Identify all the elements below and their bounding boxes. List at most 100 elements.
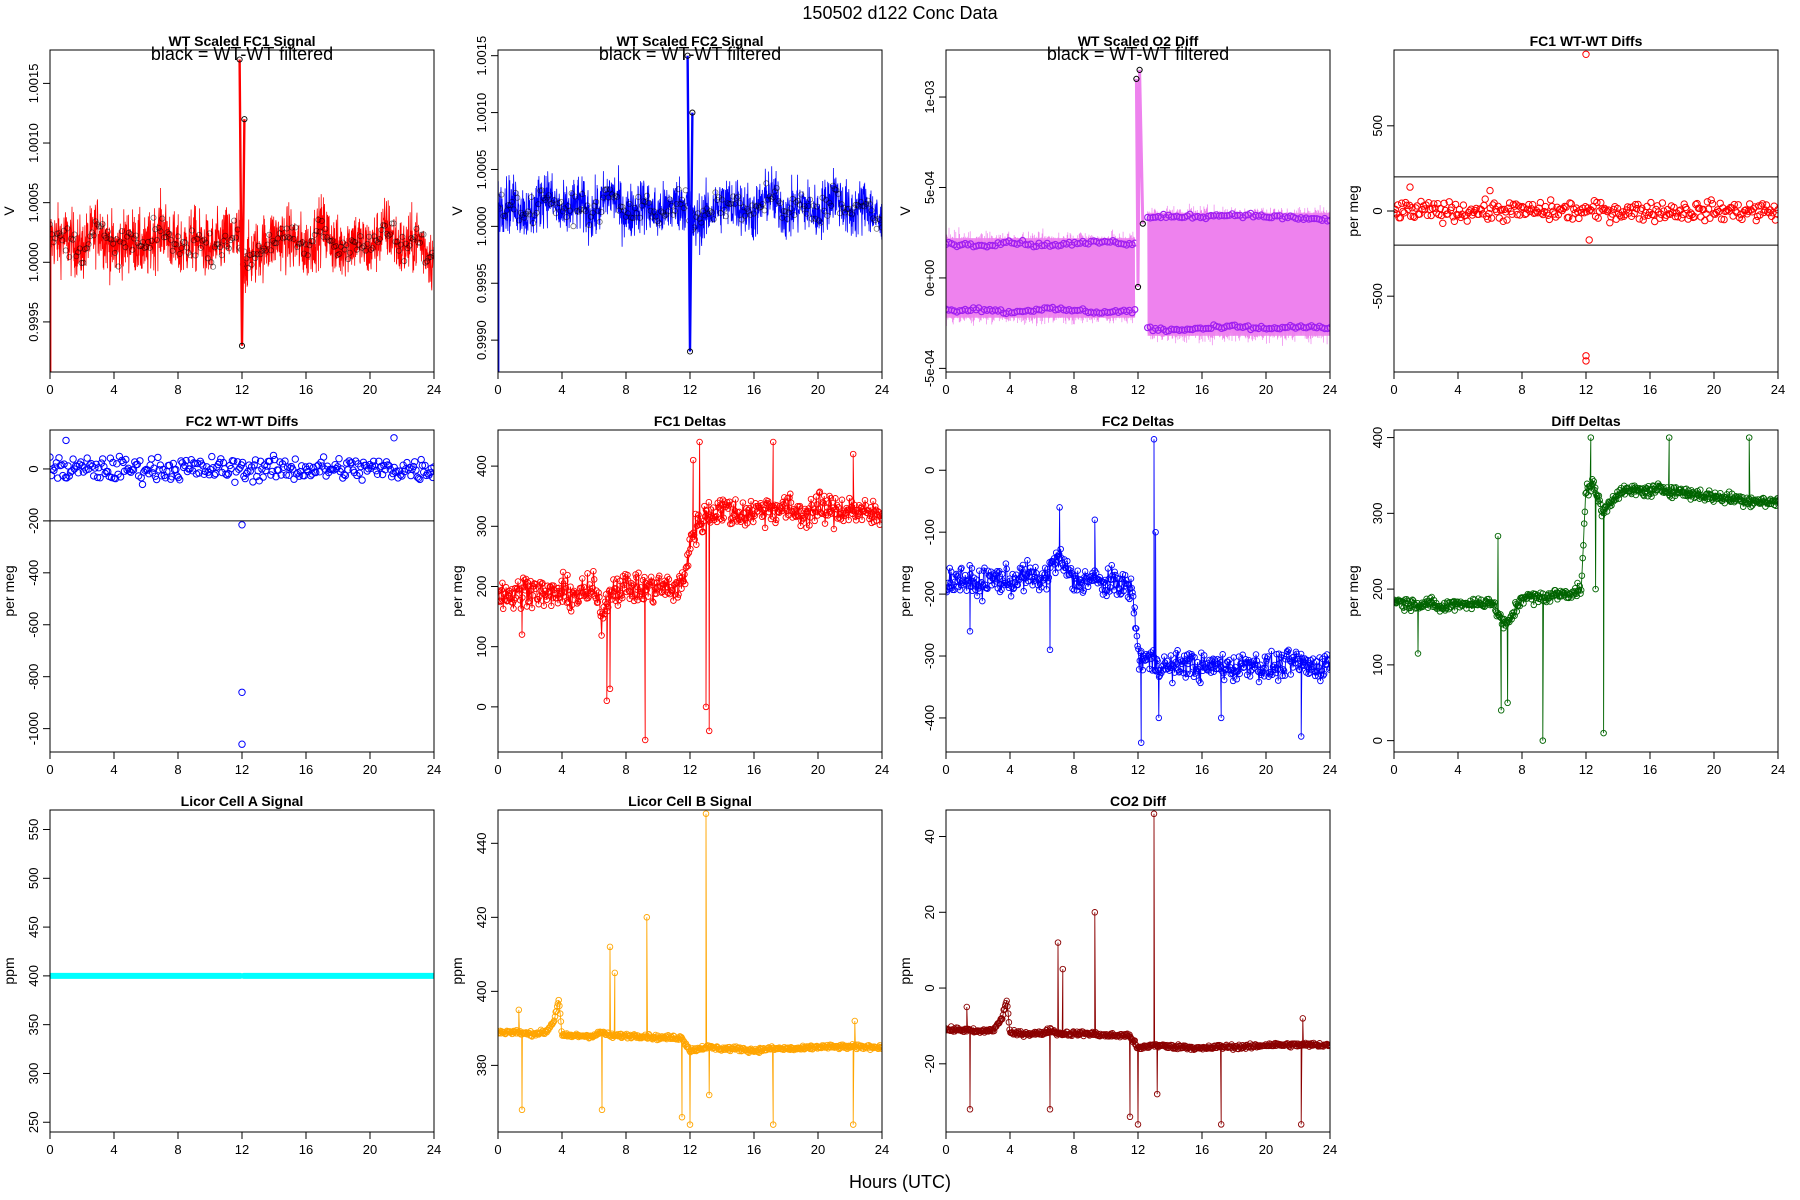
data-point — [540, 602, 548, 609]
data-point — [254, 467, 262, 475]
data-point — [1057, 545, 1064, 553]
data-point — [1064, 565, 1072, 572]
data-point — [1396, 214, 1405, 222]
data-point — [1209, 662, 1216, 669]
data-point — [526, 598, 534, 605]
filtered-point — [285, 234, 292, 241]
filtered-point — [828, 202, 835, 209]
data-point — [811, 517, 818, 525]
filtered-point — [596, 218, 603, 225]
data-point — [827, 494, 835, 502]
data-point — [1299, 323, 1308, 332]
data-point — [703, 507, 710, 515]
data-point — [1106, 588, 1113, 595]
data-point — [1404, 205, 1412, 214]
data-point — [800, 515, 807, 522]
data-point — [1297, 650, 1305, 658]
data-point — [747, 514, 754, 521]
filtered-point — [645, 199, 652, 206]
x-tick-label: 4 — [558, 1142, 565, 1157]
x-tick-label: 20 — [363, 762, 377, 777]
filtered-point — [784, 215, 791, 222]
data-point — [998, 1015, 1005, 1022]
data-point — [1423, 211, 1432, 220]
x-tick-label: 16 — [299, 1142, 313, 1157]
data-point — [761, 524, 769, 532]
data-point — [1633, 204, 1641, 213]
data-point — [529, 592, 537, 599]
data-point — [849, 507, 857, 515]
data-point — [876, 1042, 882, 1049]
data-point — [1439, 219, 1447, 228]
y-tick-label: 300 — [1370, 502, 1385, 524]
x-tick-label: 20 — [1707, 762, 1721, 777]
data-point — [1217, 1121, 1225, 1128]
filtered-point — [614, 193, 621, 200]
data-point — [1324, 656, 1330, 664]
data-point — [358, 476, 366, 484]
data-point — [966, 628, 974, 635]
data-point — [579, 575, 586, 582]
filtered-point — [810, 202, 817, 209]
data-point — [819, 498, 827, 506]
data-point — [1095, 575, 1102, 583]
x-tick-label: 0 — [942, 762, 949, 777]
data-point — [1640, 491, 1647, 499]
data-point — [555, 584, 562, 592]
data-point — [845, 516, 852, 524]
data-point — [528, 604, 536, 612]
data-point — [1129, 589, 1136, 596]
data-point — [1591, 484, 1599, 491]
x-tick-label: 24 — [427, 1142, 441, 1157]
filtered-point — [218, 252, 225, 259]
data-point — [1645, 208, 1654, 217]
x-tick-label: 24 — [1323, 382, 1337, 397]
y-tick-label: 350 — [26, 1014, 41, 1036]
data-point — [688, 531, 696, 538]
x-tick-label: 8 — [1518, 382, 1525, 397]
data-point — [610, 576, 617, 583]
data-point — [373, 470, 382, 478]
outlier-point — [1585, 236, 1593, 244]
filtered-point — [794, 197, 801, 204]
data-point — [1466, 207, 1474, 215]
x-tick-label: 8 — [1518, 762, 1525, 777]
data-point — [1326, 216, 1330, 224]
filtered-point — [656, 220, 663, 227]
panel-title: Licor Cell B Signal — [628, 793, 752, 809]
filtered-point — [423, 258, 430, 265]
data-point — [518, 631, 526, 638]
data-point — [1124, 580, 1131, 588]
filtered-point — [754, 202, 761, 209]
data-point — [1209, 655, 1217, 663]
filtered-point — [630, 215, 637, 222]
data-point — [870, 518, 878, 526]
y-tick-label: 0 — [474, 703, 489, 710]
filtered-point — [498, 205, 503, 212]
filtered-point — [136, 243, 143, 250]
filtered-point — [110, 240, 117, 247]
data-point — [1054, 242, 1062, 250]
data-point — [741, 522, 749, 529]
y-tick-label: 1.0015 — [26, 64, 41, 104]
data-point — [1059, 965, 1067, 973]
x-tick-label: 8 — [174, 382, 181, 397]
filtered-point — [868, 207, 875, 214]
data-point — [1233, 323, 1242, 331]
filtered-point — [92, 218, 99, 225]
filtered-point — [738, 216, 745, 223]
filtered-point — [510, 206, 517, 213]
data-point — [1565, 213, 1573, 222]
x-tick-label: 16 — [1195, 382, 1209, 397]
data-point — [1739, 493, 1746, 501]
data-point — [1174, 647, 1181, 654]
filtered-point — [301, 250, 308, 257]
data-point — [580, 1032, 588, 1039]
filtered-point — [373, 237, 380, 244]
filtered-point — [570, 223, 577, 230]
data-point — [1184, 660, 1192, 668]
outlier-point — [238, 740, 246, 748]
y-tick-label: -200 — [922, 581, 937, 607]
data-point — [116, 473, 125, 481]
filtered-point — [395, 247, 402, 254]
